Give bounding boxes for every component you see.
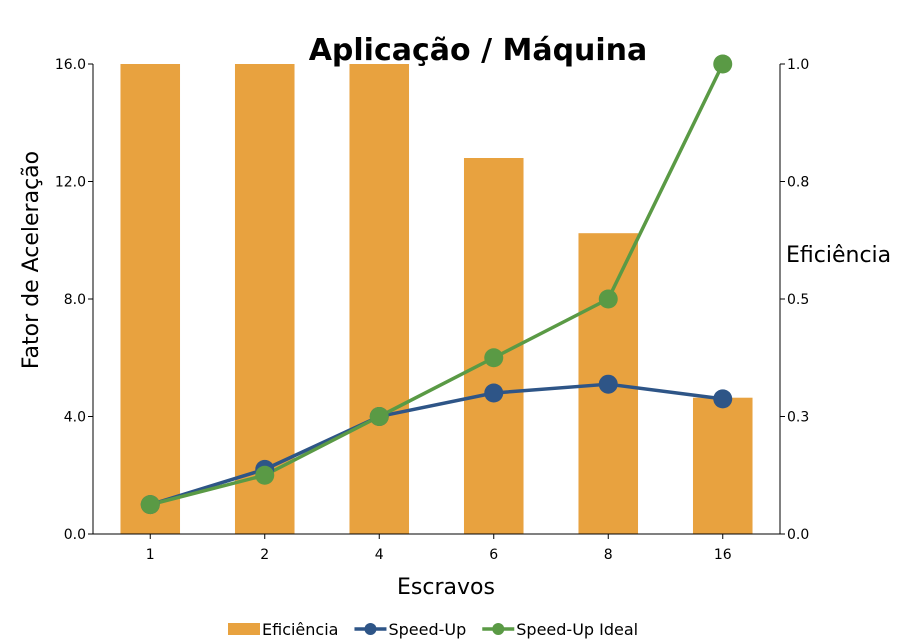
y2-tick-label: 0.5 [787, 292, 809, 308]
y-tick-label: 12.0 [55, 175, 86, 191]
bar-efficiency-4 [349, 64, 410, 534]
y-tick-label: 16.0 [55, 57, 86, 73]
point-speed-up-ideal-2 [255, 465, 275, 485]
x-tick-label: 8 [604, 547, 613, 563]
point-speed-up-ideal-8 [598, 289, 618, 309]
point-speed-up-ideal-4 [369, 407, 389, 426]
bar-efficiency-1 [120, 64, 181, 534]
x-tick-label: 1 [146, 547, 155, 563]
point-speed-up-6 [484, 383, 504, 403]
y2-axis-label: Eficiência [786, 243, 891, 268]
x-axis-ticks: 1 2 4 6 8 16 [146, 534, 732, 563]
legend-marker-speed-up-ideal [492, 623, 505, 635]
y2-tick-label: 0.3 [787, 410, 809, 426]
y-tick-label: 4.0 [64, 410, 86, 426]
x-tick-label: 6 [489, 547, 498, 563]
y2-tick-label: 1.0 [787, 57, 809, 73]
left-axis-ticks: 0.0 4.0 8.0 12.0 16.0 [55, 57, 93, 543]
y-axis-label: Fator de Aceleração [19, 151, 44, 369]
point-speed-up-16 [713, 389, 733, 409]
y-tick-label: 8.0 [64, 292, 86, 308]
x-tick-label: 16 [714, 547, 732, 563]
y-tick-label: 0.0 [64, 527, 86, 543]
legend-swatch-efici-ncia [228, 623, 260, 635]
y2-tick-label: 0.8 [787, 175, 809, 191]
x-tick-label: 4 [375, 547, 384, 563]
point-speed-up-ideal-6 [484, 348, 504, 368]
bar-efficiency-16 [692, 397, 753, 534]
legend-marker-speed-up [364, 623, 377, 635]
legend-label-speed-up: Speed-Up [388, 620, 466, 639]
bar-layer [120, 64, 753, 534]
right-axis-ticks: 0.0 0.3 0.5 0.8 1.0 [780, 57, 809, 543]
line-speed-up [149, 382, 723, 507]
bar-efficiency-2 [234, 64, 295, 534]
line-speed-up-ideal [149, 63, 725, 507]
x-axis-label: Escravos [397, 575, 495, 600]
chart-title: Aplicação / Máquina [309, 33, 648, 68]
legend-label-speed-up-ideal: Speed-Up Ideal [516, 620, 638, 639]
y2-tick-label: 0.0 [787, 527, 809, 543]
point-speed-up-ideal-16 [713, 54, 733, 74]
x-tick-label: 2 [260, 547, 269, 563]
point-speed-up-ideal-1 [140, 495, 160, 515]
legend: Eficiência Speed-Up Speed-Up Ideal [228, 620, 638, 639]
legend-label-efici-ncia: Eficiência [262, 620, 338, 639]
line-layer [140, 54, 733, 515]
point-speed-up-8 [598, 374, 618, 394]
